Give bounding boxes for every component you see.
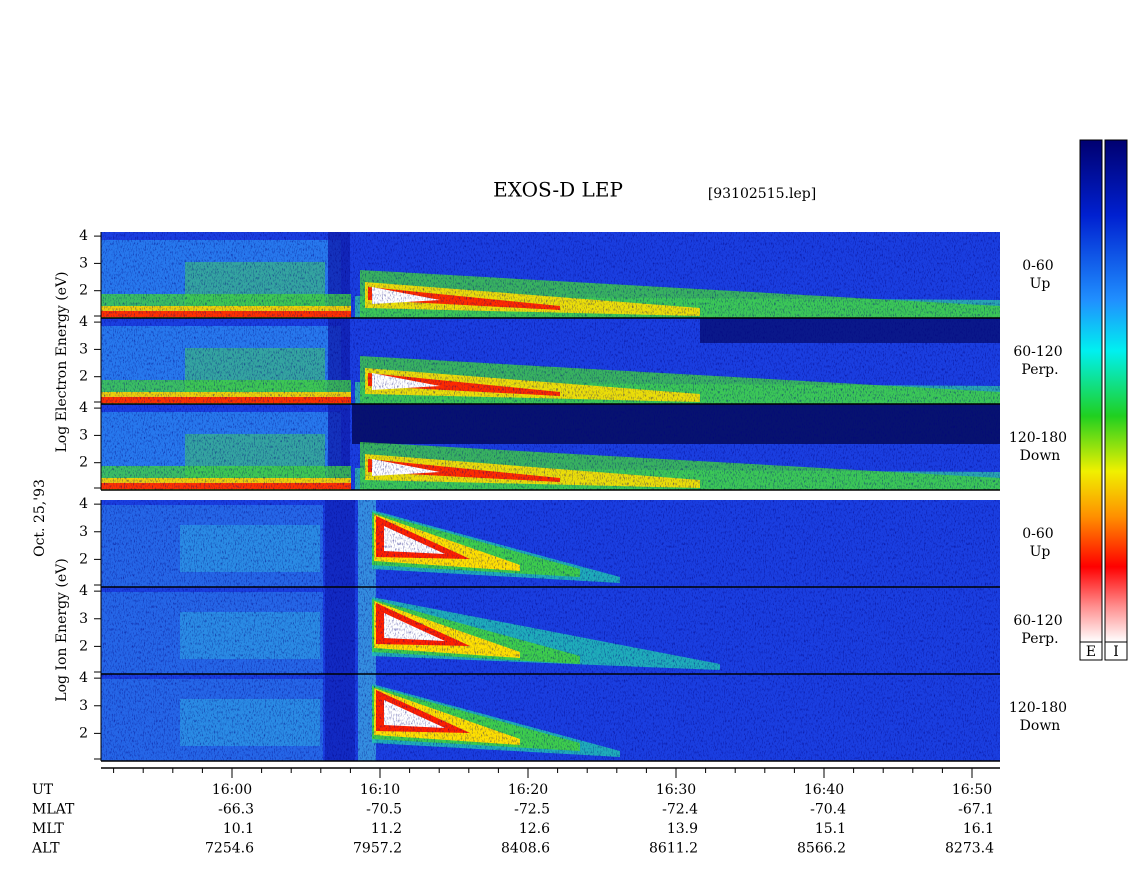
panel-direction: Down (1020, 718, 1061, 734)
colorbar (1104, 139, 1128, 643)
row-value: 7254.6 (205, 841, 254, 857)
date-label: Oct. 25,'93 (32, 479, 48, 557)
noise (101, 587, 1000, 674)
row-value: 12.6 (519, 821, 550, 837)
y-tick-label: 4 (79, 583, 88, 599)
row-label: UT (32, 782, 54, 798)
row-value: 7957.2 (353, 841, 402, 857)
y-tick-label: 2 (79, 638, 88, 654)
noise (101, 318, 1000, 404)
row-label: ALT (31, 841, 60, 857)
panel-direction: Perp. (1021, 631, 1058, 647)
y-tick-label: 2 (79, 369, 88, 385)
row-value: 16.1 (963, 821, 994, 837)
y-tick-label: 4 (79, 228, 88, 244)
noise (101, 500, 1000, 587)
axis-label: Log Ion Energy (eV) (54, 558, 70, 701)
panel-range: 0-60 (1022, 258, 1053, 274)
row-value: 8566.2 (797, 841, 846, 857)
y-tick-label: 3 (79, 255, 88, 271)
colorbar-box (1104, 641, 1128, 661)
y-tick-label: 4 (79, 314, 88, 330)
y-tick-label: 4 (79, 496, 88, 512)
y-tick-label: 2 (79, 725, 88, 741)
y-tick-label: 3 (79, 341, 88, 357)
panel-range: 60-120 (1013, 613, 1062, 629)
row-value: 8273.4 (945, 841, 994, 857)
x-tick-label: 16:40 (804, 782, 844, 798)
y-tick-label: 2 (79, 283, 88, 299)
x-tick-label: 16:00 (212, 782, 252, 798)
colorbar (1079, 139, 1103, 643)
row-value: -66.3 (218, 802, 254, 818)
title: EXOS-D LEP (493, 178, 623, 202)
row-value: 8611.2 (649, 841, 698, 857)
row-value: 8408.6 (501, 841, 550, 857)
row-value: -70.4 (810, 802, 846, 818)
panel-range: 0-60 (1022, 526, 1053, 542)
row-label: MLT (32, 821, 64, 837)
row-value: -72.5 (514, 802, 550, 818)
colorbar-label: E (1086, 644, 1096, 660)
x-tick-label: 16:50 (952, 782, 992, 798)
x-tick-label: 16:30 (656, 782, 696, 798)
axis-label: Log Electron Energy (eV) (54, 271, 70, 452)
row-value: 10.1 (223, 821, 254, 837)
y-tick-label: 4 (79, 670, 88, 686)
x-tick-label: 16:10 (360, 782, 400, 798)
y-tick-label: 3 (79, 427, 88, 443)
row-value: -72.4 (662, 802, 698, 818)
panel-range: 60-120 (1013, 344, 1062, 360)
y-tick-label: 2 (79, 455, 88, 471)
panel-range: 120-180 (1009, 430, 1067, 446)
y-tick-label: 2 (79, 551, 88, 567)
colorbar-box (1079, 641, 1103, 661)
row-value: -70.5 (366, 802, 402, 818)
file-name: [93102515.lep] (708, 186, 816, 202)
y-tick-label: 3 (79, 698, 88, 714)
noise (101, 404, 1000, 490)
spectrograms (101, 232, 1000, 761)
panel-direction: Up (1030, 276, 1051, 292)
y-tick-label: 3 (79, 611, 88, 627)
panel-direction: Up (1030, 544, 1051, 560)
axes: 2 3 4 0-60 Up 2 3 4 60-120 Perp. 2 3 4 120-180 Down Log… (31, 139, 1128, 857)
panel-range: 120-180 (1009, 700, 1067, 716)
noise (101, 232, 1000, 318)
row-label: MLAT (32, 802, 75, 818)
row-value: 15.1 (815, 821, 846, 837)
panel-direction: Perp. (1021, 362, 1058, 378)
panel-direction: Down (1020, 448, 1061, 464)
y-tick-label: 4 (79, 400, 88, 416)
row-value: 13.9 (667, 821, 698, 837)
row-value: 11.2 (371, 821, 402, 837)
x-tick-label: 16:20 (508, 782, 548, 798)
noise (101, 674, 1000, 761)
y-tick-label: 3 (79, 524, 88, 540)
row-value: -67.1 (958, 802, 994, 818)
colorbar-label: I (1113, 644, 1119, 660)
